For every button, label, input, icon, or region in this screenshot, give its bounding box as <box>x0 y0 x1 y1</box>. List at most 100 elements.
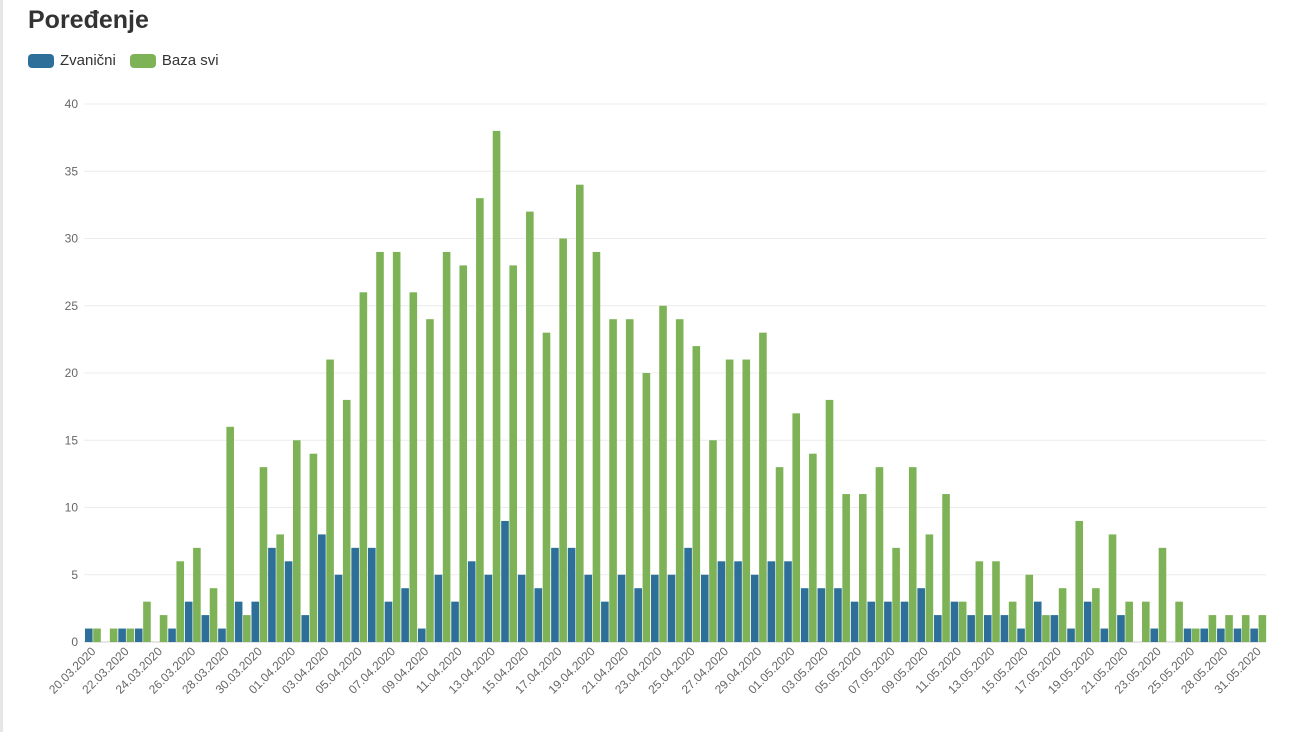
bar-official[interactable] <box>717 561 726 642</box>
bar-official[interactable] <box>118 628 126 642</box>
bar-all[interactable] <box>692 346 701 642</box>
bar-official[interactable] <box>850 601 859 642</box>
bar-all[interactable] <box>742 359 751 642</box>
bar-official[interactable] <box>700 574 709 642</box>
bar-all[interactable] <box>859 494 867 642</box>
bar-all[interactable] <box>409 292 418 642</box>
bar-official[interactable] <box>734 561 742 642</box>
bar-official[interactable] <box>834 588 842 642</box>
bar-official[interactable] <box>983 615 992 642</box>
bar-all[interactable] <box>476 198 484 642</box>
bar-all[interactable] <box>126 628 135 642</box>
bar-official[interactable] <box>1050 615 1059 642</box>
bar-all[interactable] <box>459 265 468 642</box>
bar-official[interactable] <box>1117 615 1125 642</box>
bar-official[interactable] <box>884 601 892 642</box>
bar-official[interactable] <box>667 574 676 642</box>
bar-all[interactable] <box>259 467 268 642</box>
bar-all[interactable] <box>492 130 501 642</box>
bar-all[interactable] <box>1058 588 1067 642</box>
bar-official[interactable] <box>567 547 576 642</box>
bar-official[interactable] <box>584 574 593 642</box>
bar-all[interactable] <box>109 628 118 642</box>
bar-official[interactable] <box>1250 628 1258 642</box>
bar-official[interactable] <box>85 628 93 642</box>
bar-official[interactable] <box>817 588 826 642</box>
bar-official[interactable] <box>800 588 809 642</box>
bar-all[interactable] <box>592 251 601 642</box>
bar-official[interactable] <box>1183 628 1192 642</box>
bar-official[interactable] <box>1017 628 1025 642</box>
bar-all[interactable] <box>975 561 984 642</box>
bar-all[interactable] <box>625 319 634 642</box>
bar-official[interactable] <box>750 574 759 642</box>
bar-all[interactable] <box>1092 588 1100 642</box>
bar-official[interactable] <box>934 615 942 642</box>
bar-official[interactable] <box>368 547 376 642</box>
bar-all[interactable] <box>1025 574 1034 642</box>
bar-all[interactable] <box>1075 520 1084 642</box>
bar-all[interactable] <box>526 211 534 642</box>
bar-all[interactable] <box>1241 615 1250 642</box>
bar-official[interactable] <box>184 601 193 642</box>
bar-official[interactable] <box>784 561 792 642</box>
bar-official[interactable] <box>1233 628 1242 642</box>
bar-official[interactable] <box>517 574 526 642</box>
bar-all[interactable] <box>809 453 817 642</box>
bar-official[interactable] <box>534 588 543 642</box>
bar-all[interactable] <box>675 319 684 642</box>
bar-official[interactable] <box>551 547 559 642</box>
bar-official[interactable] <box>467 561 476 642</box>
bar-official[interactable] <box>1150 628 1159 642</box>
bar-all[interactable] <box>709 440 717 642</box>
bar-all[interactable] <box>392 251 401 642</box>
bar-official[interactable] <box>634 588 642 642</box>
bar-official[interactable] <box>451 601 459 642</box>
bar-official[interactable] <box>1067 628 1075 642</box>
bar-official[interactable] <box>684 547 692 642</box>
bar-all[interactable] <box>1258 615 1267 642</box>
bar-all[interactable] <box>892 547 900 642</box>
bar-all[interactable] <box>326 359 334 642</box>
bar-all[interactable] <box>1008 601 1017 642</box>
bar-all[interactable] <box>1042 615 1050 642</box>
bar-all[interactable] <box>825 399 834 642</box>
bar-all[interactable] <box>575 184 584 642</box>
bar-all[interactable] <box>775 467 784 642</box>
bar-all[interactable] <box>542 332 551 642</box>
bar-official[interactable] <box>301 615 310 642</box>
bar-official[interactable] <box>201 615 210 642</box>
bar-official[interactable] <box>351 547 359 642</box>
bar-all[interactable] <box>159 615 168 642</box>
bar-official[interactable] <box>617 574 626 642</box>
bar-official[interactable] <box>1033 601 1042 642</box>
bar-official[interactable] <box>917 588 925 642</box>
bar-all[interactable] <box>193 547 201 642</box>
bar-official[interactable] <box>867 601 876 642</box>
bar-official[interactable] <box>334 574 343 642</box>
bar-official[interactable] <box>417 628 426 642</box>
bar-all[interactable] <box>342 399 351 642</box>
bar-all[interactable] <box>725 359 734 642</box>
bar-all[interactable] <box>659 305 667 642</box>
bar-all[interactable] <box>276 534 284 642</box>
bar-all[interactable] <box>792 413 801 642</box>
bar-official[interactable] <box>651 574 659 642</box>
bar-official[interactable] <box>1000 615 1009 642</box>
bar-official[interactable] <box>1100 628 1109 642</box>
bar-all[interactable] <box>292 440 301 642</box>
bar-official[interactable] <box>251 601 260 642</box>
bar-official[interactable] <box>168 628 176 642</box>
bar-official[interactable] <box>950 601 959 642</box>
bar-all[interactable] <box>226 426 234 642</box>
bar-official[interactable] <box>234 601 243 642</box>
bar-all[interactable] <box>1191 628 1200 642</box>
bar-official[interactable] <box>134 628 143 642</box>
bar-official[interactable] <box>601 601 609 642</box>
bar-official[interactable] <box>767 561 776 642</box>
bar-official[interactable] <box>218 628 226 642</box>
bar-all[interactable] <box>925 534 934 642</box>
bar-all[interactable] <box>93 628 101 642</box>
bar-all[interactable] <box>426 319 434 642</box>
bar-all[interactable] <box>908 467 917 642</box>
